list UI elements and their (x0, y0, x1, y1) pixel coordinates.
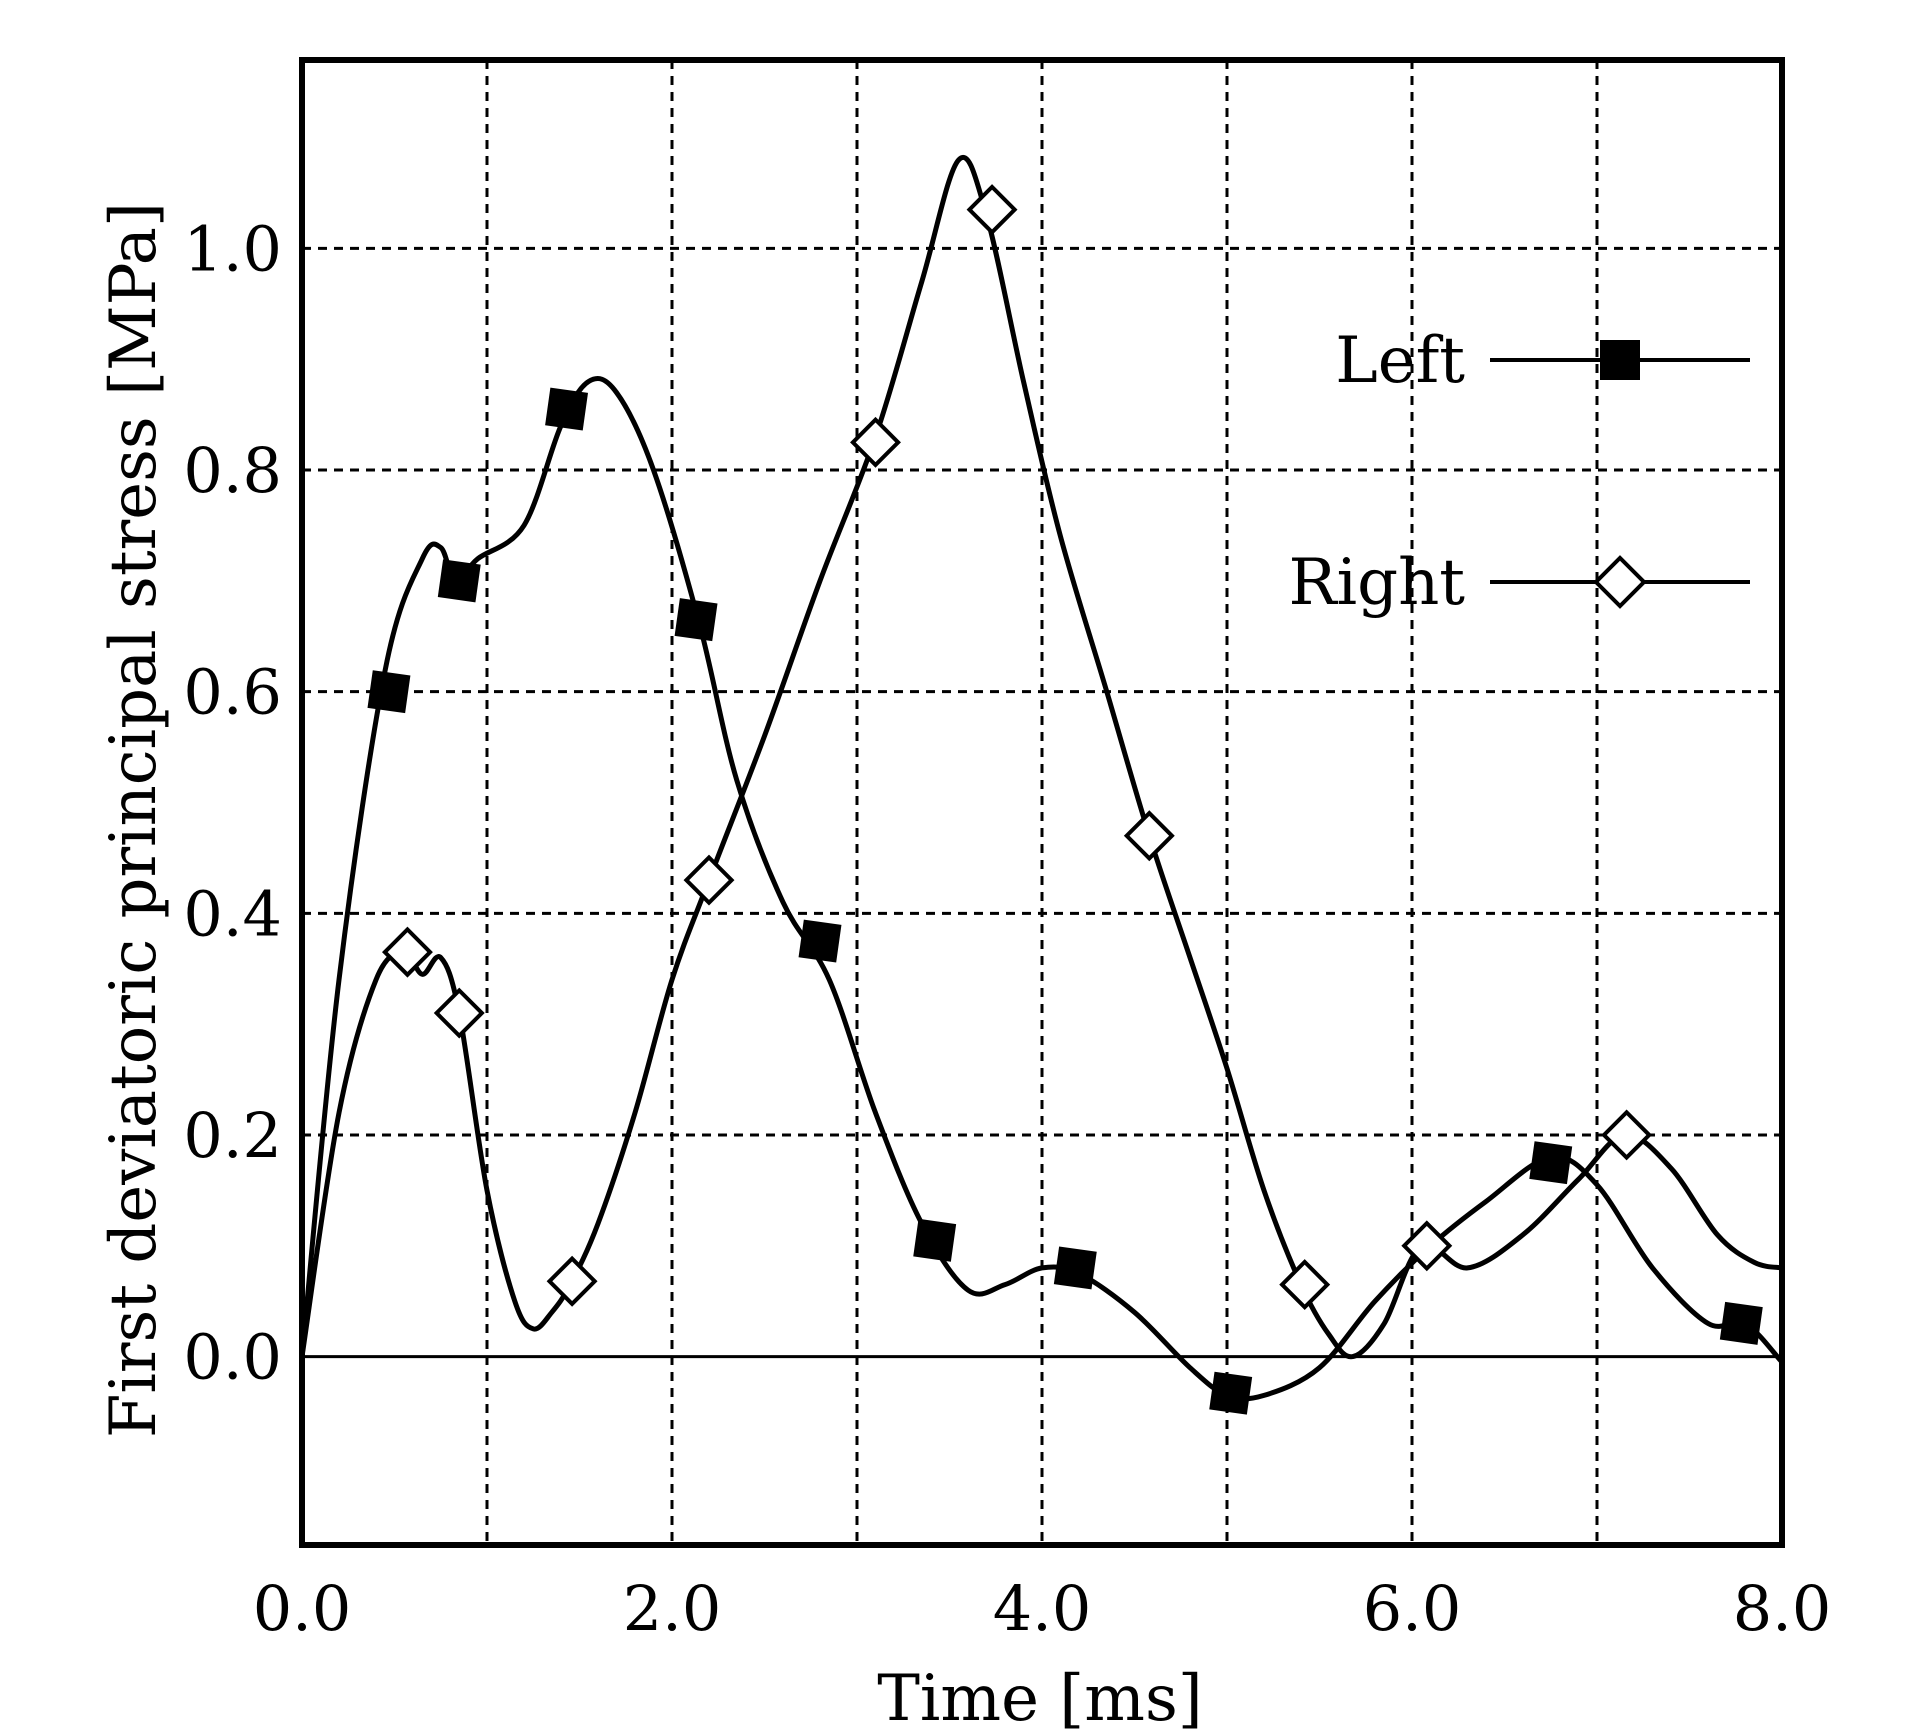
x-tick-label: 4.0 (993, 1572, 1092, 1645)
data-point-right (683, 854, 735, 906)
legend-marker-open-diamond-icon (1593, 555, 1647, 609)
y-tick-label: 0.2 (183, 1099, 282, 1172)
data-point-right (381, 926, 433, 978)
series-layer (299, 155, 1784, 1415)
data-point-right (1601, 1109, 1653, 1161)
legend-marker-filled-square-icon (1600, 340, 1640, 380)
legend-label-right: Right (1288, 546, 1465, 620)
data-point-left (1209, 1371, 1253, 1415)
x-tick-label: 8.0 (1733, 1572, 1832, 1645)
data-point-right (966, 184, 1018, 236)
y-tick-label: 1.0 (183, 212, 282, 285)
legend-entry-right: Right (1288, 546, 1750, 620)
series-right (299, 155, 1783, 1360)
data-point-right (433, 987, 485, 1039)
data-point-left (913, 1218, 957, 1262)
x-axis-label: Time [ms] (877, 1662, 1203, 1731)
data-point-left (1719, 1301, 1763, 1345)
data-point-left (1053, 1246, 1097, 1290)
legend-entry-left: Left (1335, 324, 1750, 398)
x-tick-label: 0.0 (253, 1572, 352, 1645)
y-tick-label: 0.8 (183, 434, 282, 507)
y-axis-label: First deviatoric principal stress [MPa] (97, 202, 171, 1438)
y-tick-label: 0.0 (183, 1321, 282, 1394)
x-tick-label: 2.0 (623, 1572, 722, 1645)
data-point-left (545, 387, 589, 431)
data-point-right (1279, 1259, 1331, 1311)
y-tick-label: 0.6 (183, 656, 282, 729)
data-point-left (798, 919, 842, 963)
plot-frame (299, 57, 1785, 1548)
data-point-left (1529, 1141, 1573, 1185)
legend-label-left: Left (1335, 324, 1465, 398)
data-point-right (546, 1255, 598, 1307)
x-tick-label: 6.0 (1363, 1572, 1462, 1645)
data-point-left (437, 559, 481, 603)
grid (302, 60, 1782, 1545)
data-point-right (850, 416, 901, 468)
y-tick-labels: 0.0 0.2 0.4 0.6 0.8 1.0 (183, 212, 282, 1393)
x-tick-labels: 0.0 2.0 4.0 6.0 8.0 (253, 1572, 1832, 1645)
data-point-right (1123, 810, 1175, 862)
data-point-left (367, 670, 411, 714)
data-point-right (1401, 1220, 1453, 1272)
legend: Left Right (1288, 324, 1750, 620)
y-tick-label: 0.4 (183, 877, 282, 950)
series-left (299, 376, 1784, 1415)
data-point-left (674, 598, 718, 642)
